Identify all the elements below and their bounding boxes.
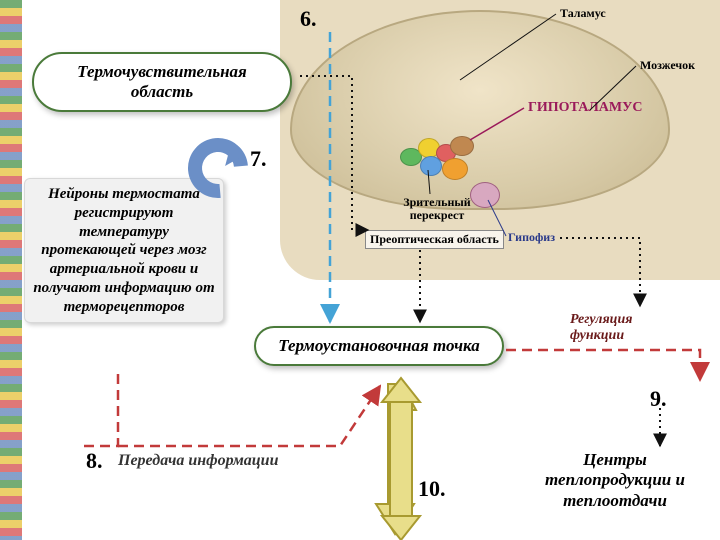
label-regulation: Регуляция функции <box>570 312 680 344</box>
num-6: 6. <box>300 6 317 32</box>
block-centers: Центры теплопродукции и теплоотдачи <box>520 450 710 511</box>
block-neurons: Нейроны термостата регистрируют температ… <box>24 178 224 323</box>
num-9: 9. <box>650 386 667 412</box>
label-hypothalamus: ГИПОТАЛАМУС <box>528 100 642 116</box>
label-transfer: Передача информации <box>118 452 278 470</box>
bubble-setpoint: Термоустановочная точка <box>254 326 504 366</box>
bubble-thermosensitive: Термочувствительная область <box>32 52 292 112</box>
dna-strip <box>0 0 22 540</box>
label-thalamus: Таламус <box>560 6 606 21</box>
label-pituitary: Гипофиз <box>508 230 555 245</box>
label-preoptic: Преоптическая область <box>365 230 504 249</box>
label-chiasm: Зрительный перекрест <box>392 196 482 221</box>
num-7: 7. <box>250 146 267 172</box>
label-cerebellum: Мозжечок <box>640 58 695 73</box>
hypothalamus-region <box>400 130 500 180</box>
num-10: 10. <box>418 476 446 502</box>
num-8: 8. <box>86 448 103 474</box>
